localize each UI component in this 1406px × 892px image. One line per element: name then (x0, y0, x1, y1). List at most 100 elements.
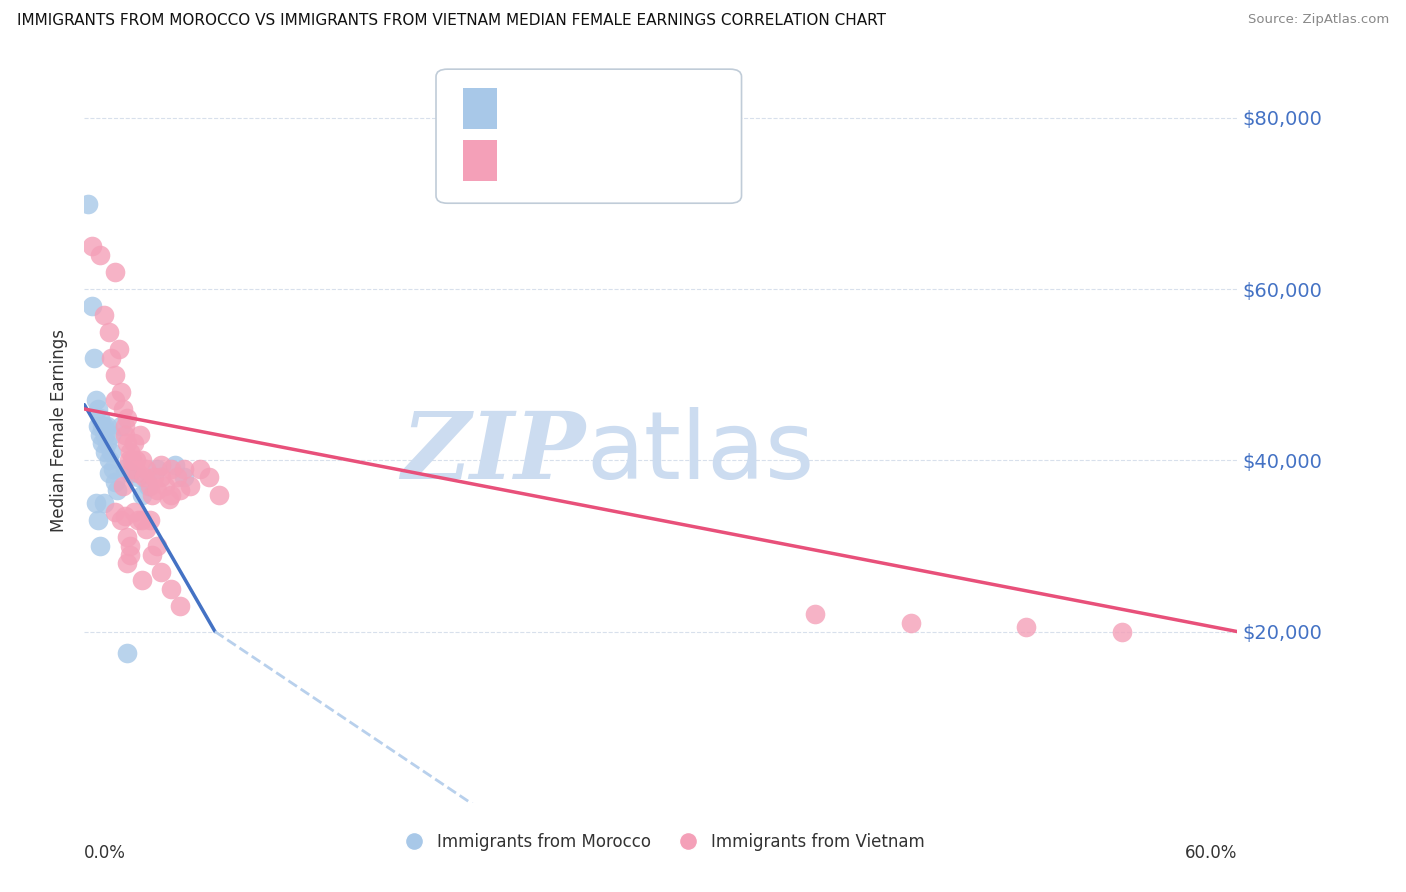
Point (108, 342, 131, 356)
Point (127, 466, 149, 480)
Point (169, 483, 191, 498)
Point (900, 615, 922, 630)
Point (803, 607, 825, 622)
Point (90, 436, 112, 450)
Point (94, 444, 117, 458)
Point (90, 419, 112, 434)
Point (132, 470, 155, 484)
Point (160, 462, 183, 476)
Point (115, 556, 138, 570)
Point (157, 491, 180, 506)
Point (89, 410, 111, 425)
Point (115, 436, 138, 450)
Text: R = -0.485: R = -0.485 (509, 151, 612, 169)
Point (98, 466, 121, 480)
Point (100, 351, 122, 365)
Point (87, 419, 110, 434)
Point (141, 487, 163, 501)
Point (138, 479, 160, 493)
Point (84, 393, 107, 408)
Point (93, 423, 115, 437)
Point (111, 479, 134, 493)
Point (80, 239, 103, 253)
Y-axis label: Median Female Earnings: Median Female Earnings (51, 329, 69, 532)
Text: N = 37: N = 37 (624, 99, 689, 117)
Point (104, 393, 127, 408)
Point (127, 513, 149, 527)
Text: N = 65: N = 65 (624, 151, 689, 169)
Point (96, 419, 118, 434)
Point (146, 539, 169, 553)
Text: ZIP: ZIP (402, 408, 586, 498)
Legend: Immigrants from Morocco, Immigrants from Vietnam: Immigrants from Morocco, Immigrants from… (391, 827, 931, 858)
Point (115, 530, 138, 544)
Point (150, 470, 173, 484)
Point (89, 539, 111, 553)
Point (115, 646, 138, 660)
Point (153, 479, 176, 493)
Point (120, 539, 142, 553)
Point (114, 427, 136, 442)
Point (98, 453, 121, 467)
Point (136, 479, 159, 493)
Point (121, 453, 143, 467)
Point (131, 487, 153, 501)
Point (104, 505, 127, 519)
Point (89, 248, 111, 262)
Text: R = -0.399: R = -0.399 (509, 99, 612, 117)
Point (131, 573, 153, 587)
Point (124, 436, 146, 450)
Point (169, 599, 191, 613)
Point (89, 427, 111, 442)
Point (103, 462, 124, 476)
Point (138, 513, 160, 527)
Point (127, 470, 149, 484)
Text: IMMIGRANTS FROM MOROCCO VS IMMIGRANTS FROM VIETNAM MEDIAN FEMALE EARNINGS CORREL: IMMIGRANTS FROM MOROCCO VS IMMIGRANTS FR… (17, 13, 886, 29)
Point (124, 505, 146, 519)
Point (114, 508, 136, 523)
Point (142, 470, 165, 484)
Point (115, 410, 138, 425)
Point (93, 496, 115, 510)
Point (160, 487, 183, 501)
Point (105, 483, 128, 498)
Point (1015, 620, 1038, 634)
Point (163, 458, 186, 472)
Point (100, 427, 122, 442)
Point (93, 308, 115, 322)
Point (110, 513, 132, 527)
Point (117, 453, 139, 467)
Bar (463, 87, 498, 128)
Text: atlas: atlas (586, 407, 814, 499)
Point (166, 470, 188, 484)
Point (173, 462, 195, 476)
Point (1111, 624, 1133, 639)
Point (198, 470, 221, 484)
Point (160, 582, 183, 596)
Point (104, 265, 127, 279)
Point (131, 513, 153, 527)
FancyBboxPatch shape (436, 70, 741, 203)
Point (87, 402, 110, 417)
Point (96, 436, 118, 450)
Point (93, 419, 115, 434)
Point (208, 487, 231, 501)
Point (173, 470, 195, 484)
Point (150, 458, 173, 472)
Bar (463, 140, 498, 181)
Point (110, 419, 132, 434)
Point (83, 351, 105, 365)
Point (80, 299, 103, 313)
Point (150, 565, 173, 579)
Point (104, 475, 127, 489)
Point (104, 368, 127, 382)
Point (188, 462, 211, 476)
Point (120, 548, 142, 562)
Point (87, 513, 110, 527)
Point (131, 453, 153, 467)
Point (146, 483, 169, 498)
Point (120, 466, 142, 480)
Point (121, 462, 143, 476)
Point (94, 427, 117, 442)
Point (110, 384, 132, 399)
